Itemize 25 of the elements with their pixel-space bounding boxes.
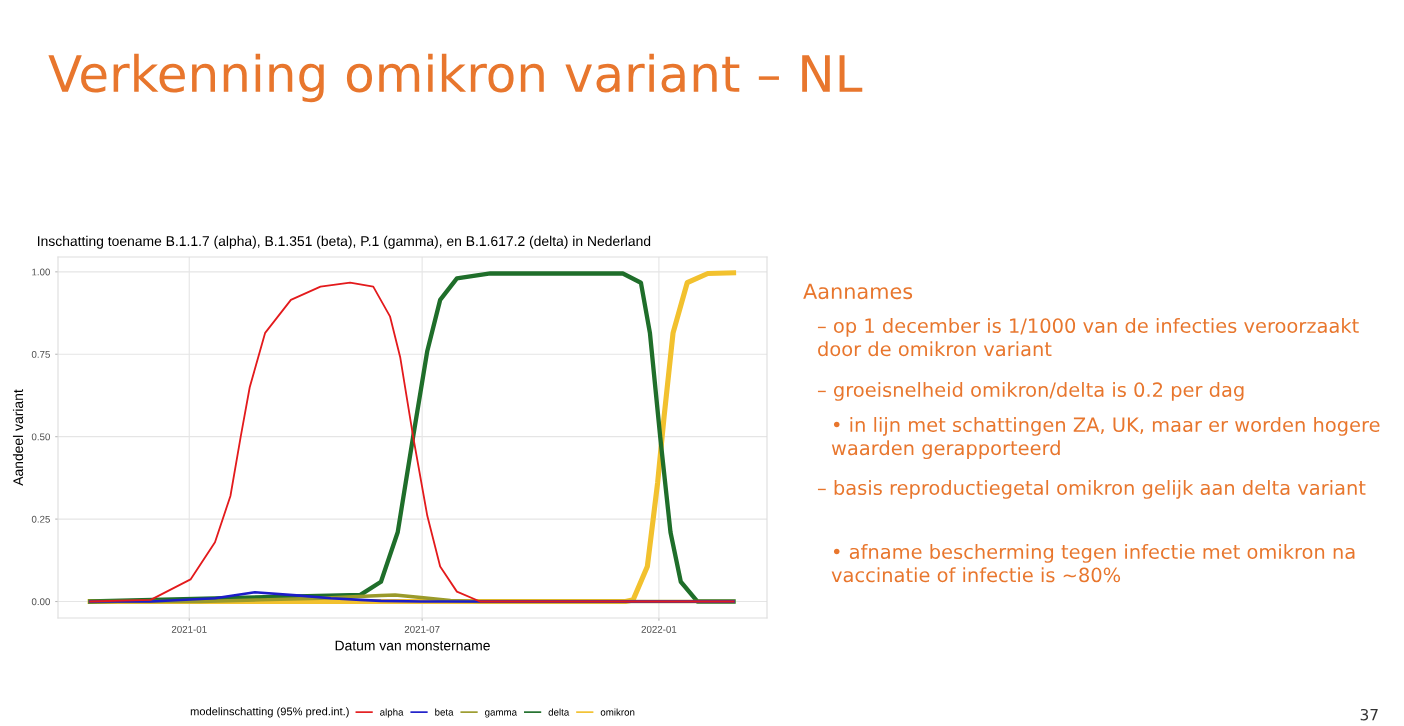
legend-label: beta — [435, 708, 454, 716]
text: – basis reproductiegetal omikron gelijk aan delta variant — [817, 480, 1366, 499]
legend-label: delta — [548, 708, 570, 716]
text: • in lijn met schattingen ZA, UK, maar er worden hogere waarden gerapporteerd — [831, 417, 1380, 460]
chart-title: Verkenning omikron variant – NL — [48, 53, 863, 103]
y-tick-label: 0.25 — [31, 515, 50, 523]
text: – groeisnelheid omikron/delta is 0.2 per dag — [817, 382, 1244, 401]
text: – op 1 december is 1/1000 van de infecties veroorzaakt door de omikron variant — [817, 318, 1359, 357]
x-tick-label: 2022-01 — [641, 625, 677, 633]
text: 37 — [1360, 708, 1378, 721]
text: Aannames — [803, 283, 913, 300]
chart-subtitle: Inschatting toename B.1.1.7 (alpha), B.1.351 (beta), P.1 (gamma), en B.1.617.2 (delta) in Nederland — [38, 235, 651, 249]
y-axis-title: Aandeel variant — [12, 389, 24, 486]
x-tick-label: 2021-07 — [404, 625, 440, 633]
legend-title: modelinschatting (95% pred.int.) — [190, 707, 349, 718]
x-axis-title: Datum van monstername — [335, 640, 490, 651]
y-tick-label: 1.00 — [32, 268, 50, 276]
x-tick-label: 2021-01 — [171, 625, 207, 633]
legend-label: omikron — [600, 708, 635, 716]
legend-label: alpha — [380, 708, 404, 718]
y-tick-label: 0.50 — [31, 433, 50, 441]
text: • afname bescherming tegen infectie met omikron na vaccinatie of infectie is ~80% — [831, 544, 1355, 583]
y-tick-label: 0.75 — [31, 350, 50, 358]
y-tick-label: 0.00 — [31, 598, 50, 606]
legend-label: gamma — [485, 710, 518, 718]
